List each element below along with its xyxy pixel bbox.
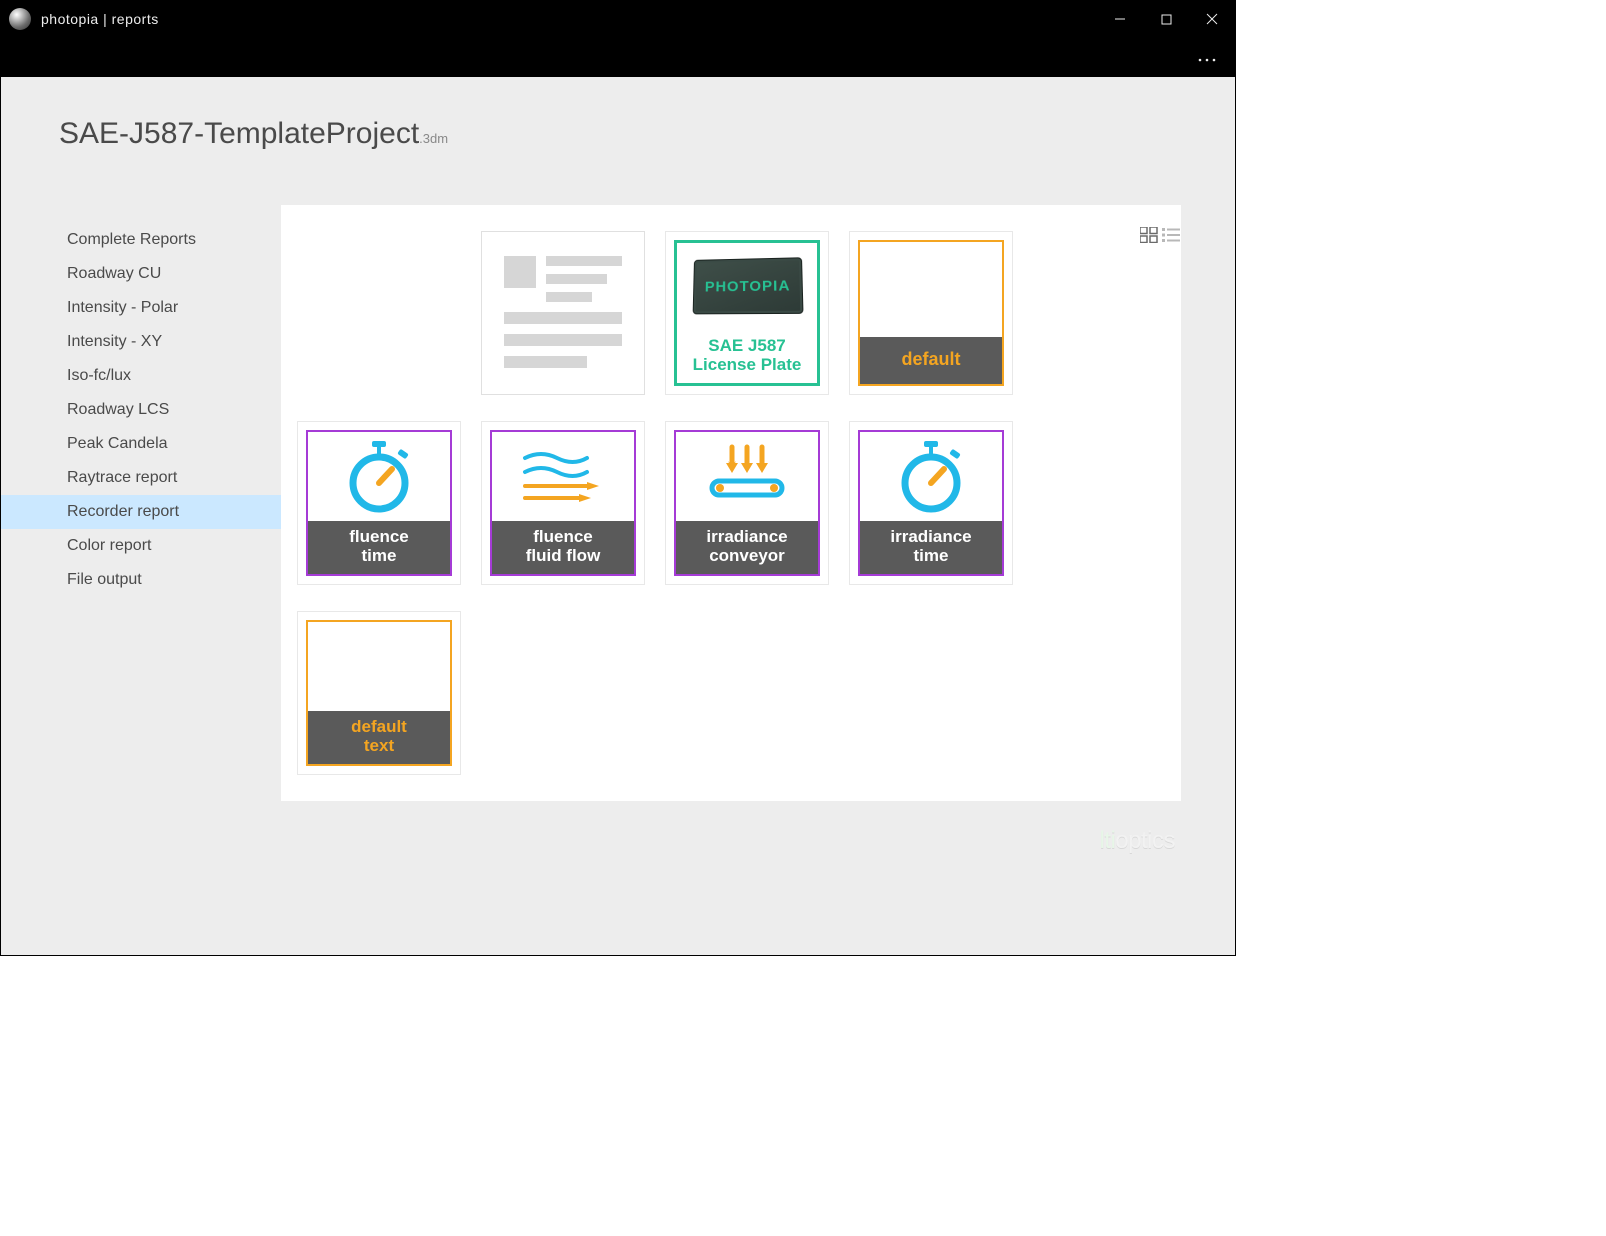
list-view-icon [1162, 228, 1180, 242]
sidebar-item-intensity-xy[interactable]: Intensity - XY [1, 325, 281, 359]
project-name: SAE-J587-TemplateProject [59, 117, 419, 150]
list-view-button[interactable] [1162, 227, 1180, 243]
card-new-template[interactable] [481, 231, 645, 395]
card-label: default [860, 337, 1002, 384]
sidebar-item-color-report[interactable]: Color report [1, 529, 281, 563]
sidebar-item-roadway-cu[interactable]: Roadway CU [1, 257, 281, 291]
sidebar-item-peak-candela[interactable]: Peak Candela [1, 427, 281, 461]
stopwatch-icon [344, 439, 414, 513]
view-toggle [1140, 227, 1180, 243]
sidebar-item-raytrace-report[interactable]: Raytrace report [1, 461, 281, 495]
card-label: SAE J587License Plate [677, 330, 817, 383]
card-default[interactable]: default [849, 231, 1013, 395]
app-window: photopia | reports SAE-J587-TemplateProj… [0, 0, 1236, 956]
card-sae-j587[interactable]: PHOTOPIA SAE J587License Plate [665, 231, 829, 395]
empty-slot [297, 231, 461, 395]
maximize-icon [1161, 14, 1172, 25]
app-icon [9, 8, 31, 30]
app-title: photopia | reports [41, 11, 159, 27]
sidebar-item-intensity-polar[interactable]: Intensity - Polar [1, 291, 281, 325]
grid-view-icon [1140, 227, 1158, 243]
minimize-icon [1114, 13, 1126, 25]
project-title: SAE-J587-TemplateProject.3dm [1, 117, 1235, 151]
empty-slot [1033, 421, 1197, 585]
card-label: irradianceconveyor [676, 521, 818, 574]
more-menu-icon[interactable] [1197, 47, 1217, 68]
card-fluence-time[interactable]: fluencetime [297, 421, 461, 585]
top-strip [1, 37, 1235, 77]
card-default-text[interactable]: defaulttext [297, 611, 461, 775]
conveyor-icon [702, 443, 792, 509]
card-irradiance-conveyor[interactable]: irradianceconveyor [665, 421, 829, 585]
card-label: fluencetime [308, 521, 450, 574]
project-ext: .3dm [419, 131, 448, 146]
sidebar-item-iso-fc-lux[interactable]: Iso-fc/lux [1, 359, 281, 393]
close-button[interactable] [1189, 1, 1235, 37]
sidebar-item-recorder-report[interactable]: Recorder report [1, 495, 281, 529]
grid-view-button[interactable] [1140, 227, 1158, 243]
sidebar-item-complete-reports[interactable]: Complete Reports [1, 223, 281, 257]
license-plate-icon: PHOTOPIA [693, 258, 804, 315]
template-grid: PHOTOPIA SAE J587License Plate default [297, 231, 1165, 775]
sidebar-item-roadway-lcs[interactable]: Roadway LCS [1, 393, 281, 427]
maximize-button[interactable] [1143, 1, 1189, 37]
card-label: defaulttext [308, 711, 450, 764]
sidebar: Complete Reports Roadway CU Intensity - … [1, 205, 281, 801]
window-controls [1097, 1, 1235, 37]
sidebar-item-file-output[interactable]: File output [1, 563, 281, 597]
main-row: Complete Reports Roadway CU Intensity - … [1, 205, 1235, 801]
card-label: irradiancetime [860, 521, 1002, 574]
card-label: fluencefluid flow [492, 521, 634, 574]
doc-icon [504, 256, 622, 302]
footer-brand: ltioptics [1099, 827, 1175, 855]
card-fluence-fluid-flow[interactable]: fluencefluid flow [481, 421, 645, 585]
stopwatch-icon [896, 439, 966, 513]
minimize-button[interactable] [1097, 1, 1143, 37]
close-icon [1206, 13, 1218, 25]
content-area: SAE-J587-TemplateProject.3dm [1, 77, 1235, 955]
fluid-flow-icon [521, 446, 605, 506]
template-panel: PHOTOPIA SAE J587License Plate default [281, 205, 1181, 801]
empty-slot [1033, 231, 1197, 395]
card-irradiance-time[interactable]: irradiancetime [849, 421, 1013, 585]
titlebar: photopia | reports [1, 1, 1235, 37]
